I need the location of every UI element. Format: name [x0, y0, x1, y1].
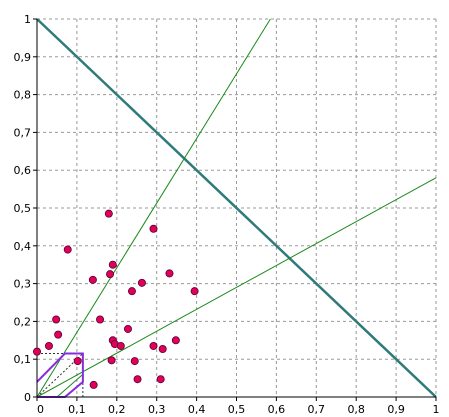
x-tick-label: 0,6: [268, 403, 286, 416]
data-point: [73, 357, 82, 366]
x-tick-label: 0,4: [188, 403, 206, 416]
data-point: [88, 275, 97, 284]
data-point: [108, 260, 117, 269]
x-tick-label: 1: [433, 403, 440, 416]
data-point: [127, 287, 136, 296]
data-point: [158, 344, 167, 353]
data-point: [149, 341, 158, 350]
data-point: [133, 375, 142, 384]
y-tick-label: 0,5: [14, 202, 32, 215]
data-point: [165, 269, 174, 278]
x-tick-label: 0,9: [387, 403, 405, 416]
data-point: [96, 315, 105, 324]
data-point: [63, 245, 72, 254]
data-point: [130, 357, 139, 366]
x-tick-label: 0: [37, 403, 44, 416]
x-tick-label: 0,8: [347, 403, 365, 416]
grid: [37, 18, 437, 397]
data-point: [106, 270, 115, 279]
y-tick-label: 0,8: [14, 89, 32, 102]
data-point: [107, 356, 116, 365]
reference-lines: [36, 18, 437, 398]
data-point: [89, 380, 98, 389]
data-point: [116, 341, 125, 350]
thin-green-line: [36, 177, 437, 398]
x-tick-label: 0,2: [108, 403, 126, 416]
thick-teal-line: [36, 18, 437, 398]
thin-green-line: [56, 373, 84, 398]
data-point: [137, 278, 146, 287]
x-tick-label: 0,7: [308, 403, 326, 416]
y-tick-label: 0,9: [14, 51, 32, 64]
data-point: [171, 336, 180, 345]
data-point: [123, 324, 132, 333]
y-tick-label: 0,7: [14, 126, 32, 139]
y-tick-label: 0,1: [14, 353, 32, 366]
data-points: [33, 209, 199, 389]
data-point: [156, 375, 165, 384]
x-tick-labels: 0 0,1 0,2 0,3 0,4 0,5 0,6 0,7 0,8 0,9 1: [36, 397, 440, 416]
data-point: [52, 315, 61, 324]
x-tick-label: 0,1: [68, 403, 86, 416]
data-point: [190, 287, 199, 296]
thin-green-line: [36, 18, 271, 398]
y-tick-label: 0,3: [14, 278, 32, 291]
data-point: [33, 347, 42, 356]
data-point: [54, 330, 63, 339]
y-tick-label: 0,4: [14, 240, 32, 253]
data-point: [104, 209, 113, 218]
x-tick-label: 0,5: [228, 403, 246, 416]
y-tick-label: 0,2: [14, 315, 32, 328]
y-tick-labels: 0 0,1 0,2 0,3 0,4 0,5 0,6 0,7 0,8 0,9 1: [14, 13, 37, 404]
y-tick-label: 0: [24, 391, 31, 404]
data-point: [149, 224, 158, 233]
y-tick-label: 0,6: [14, 164, 32, 177]
data-point: [44, 341, 53, 350]
x-tick-label: 0,3: [148, 403, 166, 416]
y-tick-label: 1: [24, 13, 31, 26]
